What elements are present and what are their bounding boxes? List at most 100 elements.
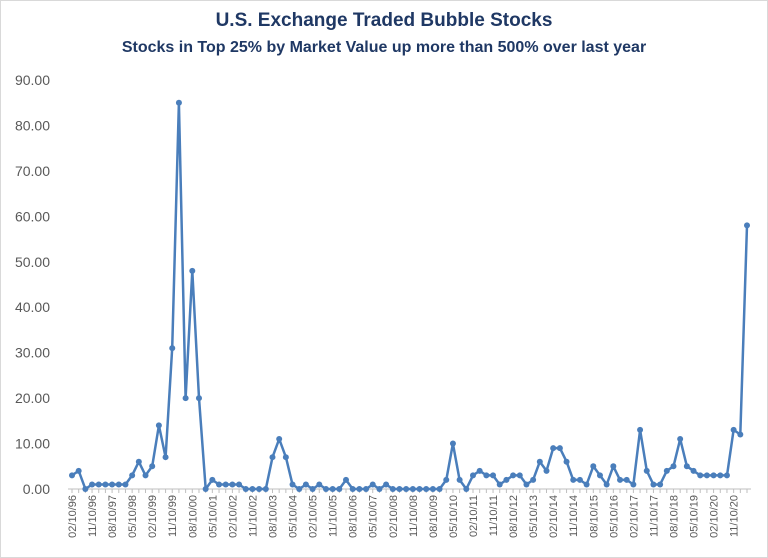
y-tick-label: 60.00 [15, 208, 50, 224]
x-tick-label: 11/10/14 [568, 495, 580, 537]
data-point [449, 440, 456, 447]
x-tick-label: 02/10/99 [147, 495, 159, 538]
data-point [603, 481, 610, 488]
data-point [469, 472, 476, 479]
x-tick-label: 08/10/09 [428, 495, 440, 538]
data-point [623, 476, 630, 483]
y-tick-label: 50.00 [15, 254, 50, 270]
data-point [436, 486, 443, 492]
data-point [262, 486, 269, 492]
data-point [269, 454, 276, 461]
data-point [256, 486, 263, 492]
data-point [229, 481, 236, 488]
x-tick-label: 02/10/14 [548, 495, 560, 538]
data-point [730, 426, 737, 433]
data-point [296, 486, 303, 492]
data-point [583, 481, 590, 488]
data-point [356, 486, 363, 492]
chart-title: U.S. Exchange Traded Bubble Stocks [215, 10, 553, 31]
data-point [657, 481, 664, 488]
data-point [590, 463, 597, 470]
data-point [516, 472, 523, 479]
data-point [670, 463, 677, 470]
data-point [202, 486, 209, 492]
data-point [115, 481, 122, 488]
data-point [322, 486, 329, 492]
y-tick-label: 30.00 [15, 345, 50, 361]
data-point [155, 422, 162, 429]
x-tick-label: 02/10/20 [709, 495, 721, 538]
data-point [643, 467, 650, 474]
x-tick-label: 08/10/12 [508, 495, 520, 538]
data-point [389, 486, 396, 492]
x-tick-label: 08/10/06 [348, 495, 360, 538]
x-tick-label: 11/10/02 [247, 495, 259, 537]
series-line-group [69, 99, 750, 492]
x-tick-label: 05/10/19 [689, 495, 701, 538]
data-point [530, 476, 537, 483]
data-point [129, 472, 136, 479]
data-point [175, 99, 182, 106]
data-point [102, 481, 109, 488]
data-point [369, 481, 376, 488]
x-tick-label: 11/10/99 [167, 495, 179, 537]
data-point [236, 481, 243, 488]
y-tick-label: 40.00 [15, 299, 50, 315]
data-point [242, 486, 249, 492]
x-tick-label: 08/10/00 [187, 495, 199, 538]
data-point [476, 467, 483, 474]
data-point [249, 486, 256, 492]
data-point [650, 481, 657, 488]
data-point [403, 486, 410, 492]
data-point [216, 481, 223, 488]
series-line [71, 101, 749, 491]
data-point [429, 486, 436, 492]
x-tick-label: 05/10/16 [608, 495, 620, 538]
data-point [683, 463, 690, 470]
x-tick-label: 05/10/13 [528, 495, 540, 538]
data-point [663, 467, 670, 474]
data-point [343, 476, 350, 483]
data-point [416, 486, 423, 492]
y-axis: 0.00 10.00 20.00 30.00 40.00 50.00 60.00 70.00 8… [15, 72, 50, 497]
data-point [329, 486, 336, 492]
data-point [75, 467, 82, 474]
data-point [169, 345, 176, 352]
x-tick-label: 02/10/17 [628, 495, 640, 538]
data-point [637, 426, 644, 433]
data-point [383, 481, 390, 488]
x-tick-label: 08/10/15 [588, 495, 600, 538]
data-point [443, 476, 450, 483]
data-point [82, 486, 89, 492]
y-tick-label: 0.00 [23, 481, 50, 497]
data-point [162, 454, 169, 461]
data-point [89, 481, 96, 488]
data-point [109, 481, 116, 488]
x-tick-label: 02/10/05 [308, 495, 320, 538]
data-point [570, 476, 577, 483]
y-tick-label: 70.00 [15, 163, 50, 179]
data-point [596, 472, 603, 479]
data-point [189, 267, 196, 274]
x-tick-label: 08/10/97 [107, 495, 119, 538]
data-point [677, 436, 684, 443]
data-point [744, 222, 750, 229]
data-point [349, 486, 356, 492]
data-point [316, 481, 323, 488]
x-tick-label: 11/10/20 [729, 495, 741, 537]
data-point [717, 472, 724, 479]
data-point [309, 486, 316, 492]
x-tick-label: 11/10/11 [488, 495, 500, 536]
data-point [456, 476, 463, 483]
x-tick-label: 11/10/08 [408, 495, 420, 537]
y-tick-label: 80.00 [15, 117, 50, 133]
data-point [690, 467, 697, 474]
data-point [463, 486, 470, 492]
data-point [510, 472, 517, 479]
data-point [336, 486, 343, 492]
x-tick-label: 08/10/18 [668, 495, 680, 538]
data-point [723, 472, 730, 479]
data-point [122, 481, 129, 488]
x-tick-label: 11/10/96 [87, 495, 99, 537]
